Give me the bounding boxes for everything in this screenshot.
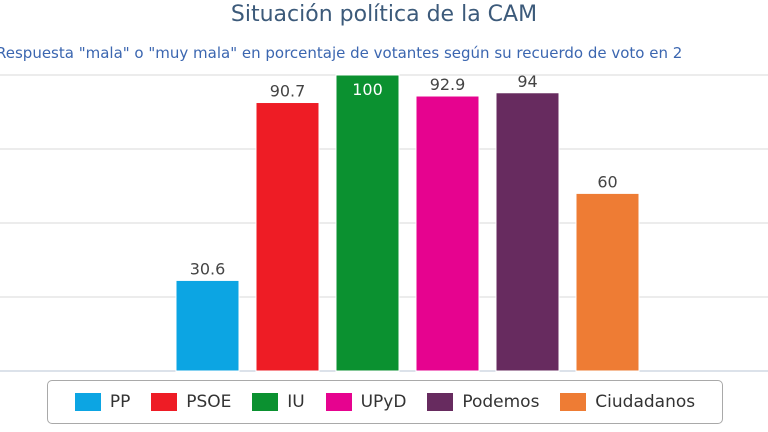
data-label-iu: 100 <box>352 80 383 99</box>
bar-ciudadanos[interactable] <box>575 192 640 372</box>
legend-item-iu[interactable]: IU <box>252 392 305 412</box>
data-label-psoe: 90.7 <box>270 82 306 101</box>
legend-swatch <box>252 393 279 411</box>
legend-label: Podemos <box>462 392 540 412</box>
legend-swatch <box>151 393 178 411</box>
bar-chart: 30.6 90.7 100 92.9 94 60 <box>0 72 768 372</box>
bar-iu[interactable] <box>335 74 400 372</box>
chart-subtitle: Respuesta "mala" o "muy mala" en porcent… <box>0 44 683 62</box>
legend-swatch <box>560 393 587 411</box>
bar-upyd[interactable] <box>415 95 480 372</box>
legend-item-podemos[interactable]: Podemos <box>427 392 539 412</box>
legend-item-pp[interactable]: PP <box>74 392 131 412</box>
chart-legend: PP PSOE IU UPyD Podemos Ciudadanos <box>47 380 723 424</box>
legend-swatch <box>325 393 352 411</box>
bar-pp[interactable] <box>175 279 240 372</box>
legend-item-ciudadanos[interactable]: Ciudadanos <box>560 392 695 412</box>
chart-title: Situación política de la CAM <box>230 2 538 27</box>
data-label-ciudadanos: 60 <box>597 172 617 191</box>
bar-psoe[interactable] <box>255 102 320 372</box>
legend-swatch <box>427 393 454 411</box>
data-label-pp: 30.6 <box>190 259 226 278</box>
legend-label: UPyD <box>360 392 407 412</box>
bar-podemos[interactable] <box>495 92 560 372</box>
legend-swatch <box>74 393 101 411</box>
legend-label: PSOE <box>186 392 232 412</box>
legend-label: PP <box>109 392 131 412</box>
legend-label: Ciudadanos <box>595 392 696 412</box>
data-label-podemos: 94 <box>517 72 537 91</box>
legend-item-psoe[interactable]: PSOE <box>151 392 231 412</box>
data-label-upyd: 92.9 <box>430 75 466 94</box>
legend-label: IU <box>287 392 305 412</box>
legend-item-upyd[interactable]: UPyD <box>325 392 407 412</box>
